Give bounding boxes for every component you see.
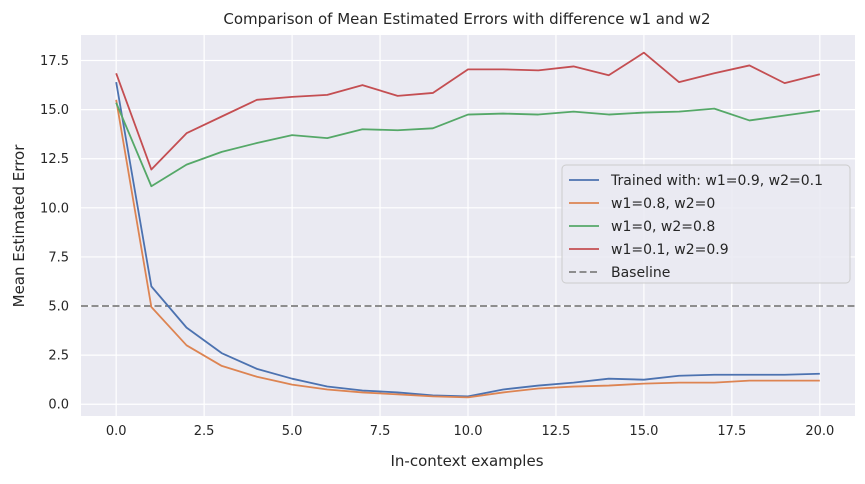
legend-label: w1=0.1, w2=0.9 [611,242,729,258]
x-axis-ticks: 0.0 2.5 5.0 7.5 10.0 12.5 15.0 17.5 20.0 [106,424,834,439]
y-tick-label: 15.0 [40,103,69,118]
x-tick-label: 10.0 [454,424,483,439]
legend-label: w1=0.8, w2=0 [611,196,715,212]
y-tick-label: 7.5 [48,250,69,265]
x-tick-label: 7.5 [370,424,391,439]
series-line-3 [115,102,820,188]
legend-label: Baseline [611,265,670,281]
x-tick-label: 17.5 [717,424,746,439]
x-tick-label: 20.0 [805,424,834,439]
series-line-4 [115,51,821,171]
y-tick-label: 2.5 [48,349,69,364]
legend-box [561,164,851,284]
legend-label: w1=0, w2=0.8 [611,219,715,235]
chart-title: Comparison of Mean Estimated Errors with… [223,10,710,28]
series-line-1 [115,81,820,398]
x-tick-label: 12.5 [541,424,570,439]
x-tick-label: 15.0 [629,424,658,439]
x-axis-label: In-context examples [390,452,543,470]
x-tick-label: 5.0 [282,424,303,439]
y-tick-label: 0.0 [48,398,69,413]
legend: Trained with: w1=0.9, w2=0.1 w1=0.8, w2=0… [561,164,851,284]
y-axis-label: Mean Estimated Error [10,144,28,308]
legend-label: Trained with: w1=0.9, w2=0.1 [610,173,823,189]
x-tick-label: 2.5 [194,424,215,439]
x-tick-label: 0.0 [106,424,127,439]
series-line-2 [115,99,820,399]
y-tick-label: 10.0 [40,201,69,216]
y-tick-label: 17.5 [40,54,69,69]
y-axis-ticks: 0.0 2.5 5.0 7.5 10.0 12.5 15.0 17.5 [40,54,69,413]
grid [81,35,855,416]
y-tick-label: 5.0 [48,300,69,315]
y-tick-label: 12.5 [40,152,69,167]
series-layer [115,51,821,399]
